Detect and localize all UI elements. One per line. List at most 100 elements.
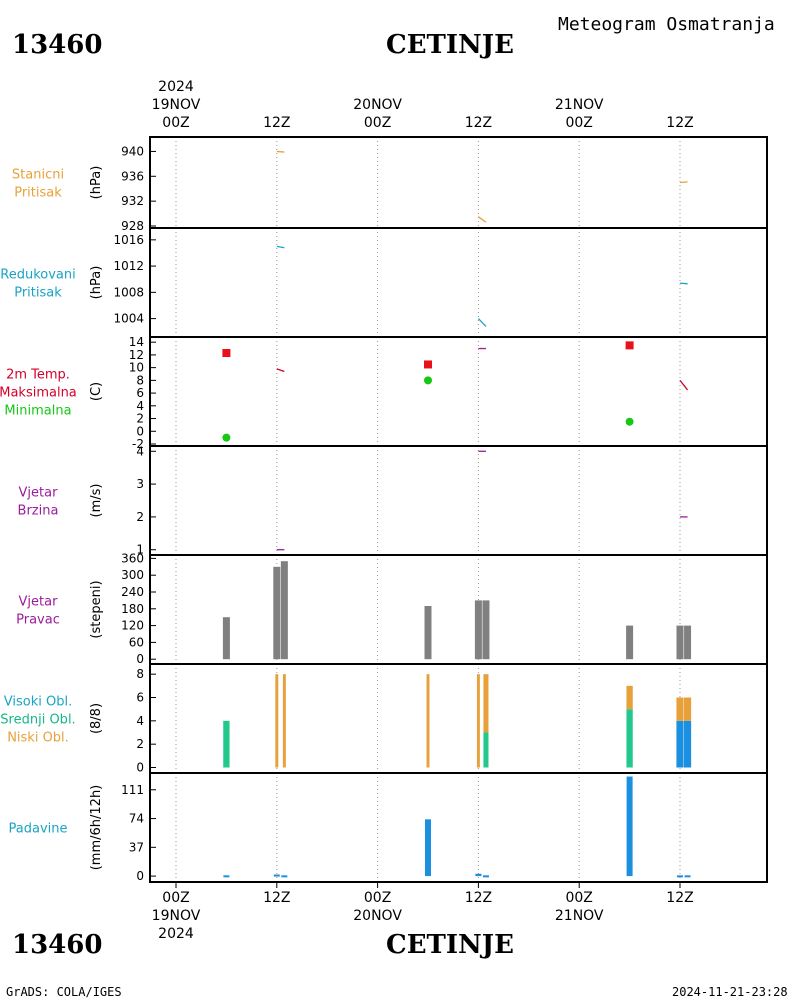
meteogram-title: Meteogram Osmatranja [558,14,775,35]
data-bar [475,873,482,877]
y-axis-unit-label: (stepeni) [89,580,104,638]
data-bar [222,617,230,660]
y-tick-label: 12 [129,348,144,362]
panel-label: Niski Obl. [7,731,69,746]
panel-frame [149,445,768,556]
y-tick-label: 8 [136,373,144,387]
date-label-bottom: 20NOV [353,908,402,924]
time-tick-label-top: 12Z [263,115,290,131]
data-bar [684,875,691,878]
time-tick-label-bottom: 00Z [565,890,592,906]
cloud-bar [282,674,286,768]
y-tick-label: 932 [121,194,144,208]
date-label-top: 19NOV [152,97,201,113]
time-tick-label-bottom: 12Z [263,890,290,906]
cloud-bar [483,732,489,768]
data-bar [273,874,280,877]
data-bar [273,566,281,660]
y-tick-label: 0 [136,652,144,666]
cloud-bar [483,674,489,733]
panel-label: Minimalna [4,404,71,419]
y-tick-label: 4 [136,399,144,413]
series-segment [477,318,487,327]
y-tick-label: 10 [129,361,144,375]
panel-label: 2m Temp. [6,368,70,383]
y-tick-label: 2 [136,510,144,524]
y-tick-label: 1012 [113,259,144,273]
year-label-top: 2024 [158,79,194,95]
y-tick-label: 1 [136,543,144,557]
series-segment [679,282,688,285]
panel-frame [149,663,768,774]
station-name-top: CETINJE [386,30,514,60]
date-label-top: 20NOV [353,97,402,113]
cloud-bar [626,709,633,768]
y-tick-label: 74 [129,812,144,826]
y-tick-label: 2 [136,412,144,426]
y-axis-unit-label: (8/8) [89,703,104,734]
panel-label: Padavine [9,822,68,837]
time-tick-label-top: 00Z [162,115,189,131]
time-tick-label-bottom: 12Z [666,890,693,906]
y-tick-label: 3 [136,477,144,491]
y-tick-label: 180 [121,602,144,616]
year-label-bottom: 2024 [158,926,194,942]
panel-label: Pritisak [14,186,62,201]
max-temp-marker [625,341,634,350]
data-bar [677,875,683,878]
y-tick-label: -2 [132,437,144,451]
y-tick-label: 1004 [113,312,144,326]
y-tick-label: 936 [121,169,144,183]
data-bar [424,606,432,660]
panel-label: Maksimalna [0,386,77,401]
y-axis-unit-label: (hPa) [89,166,104,200]
cloud-bar [683,720,692,768]
y-axis-unit-label: (mm/6h/12h) [89,785,104,871]
series-segment [276,368,285,373]
station-id-bottom: 13460 [12,930,103,960]
time-tick-label-top: 00Z [364,115,391,131]
cloud-bar [683,697,692,721]
station-name-bottom: CETINJE [386,930,514,960]
data-bar [482,600,490,660]
panel-frame [149,554,768,665]
y-tick-label: 1016 [113,233,144,247]
panel-label: Redukovani [0,268,75,283]
y-tick-label: 1008 [113,285,144,299]
data-bar [676,625,684,660]
y-tick-label: 37 [129,840,144,854]
time-tick-label-top: 00Z [565,115,592,131]
date-label-bottom: 19NOV [152,908,201,924]
cloud-bar [223,720,230,768]
y-tick-label: 928 [121,219,144,233]
date-label-top: 21NOV [555,97,604,113]
time-tick-label-top: 12Z [666,115,693,131]
y-tick-label: 300 [121,568,144,582]
time-tick-label-bottom: 00Z [364,890,391,906]
credit-text: GrADS: COLA/IGES [6,985,122,999]
series-segment [679,379,689,391]
timestamp-text: 2024-11-21-23:28 [672,985,788,999]
y-axis-unit-label: (hPa) [89,266,104,300]
series-segment [679,181,688,184]
max-temp-marker [424,360,432,369]
data-bar [223,875,230,878]
station-id-top: 13460 [12,30,103,60]
max-temp-marker [222,349,231,357]
cloud-bar [275,674,279,768]
panel-frame [149,227,768,338]
series-segment [276,245,285,249]
cloud-bar [676,720,684,768]
date-label-bottom: 21NOV [555,908,604,924]
y-tick-label: 4 [136,444,144,458]
panel-frame [149,772,768,883]
panel-label: Vjetar [19,486,59,501]
panel-label: Stanicni [12,168,64,183]
y-axis-unit-label: (C) [89,382,104,401]
y-tick-label: 0 [136,424,144,438]
panel-frame [149,336,768,447]
panel-frame [149,136,768,229]
y-tick-label: 6 [136,691,144,705]
panel-label: Visoki Obl. [4,695,72,710]
